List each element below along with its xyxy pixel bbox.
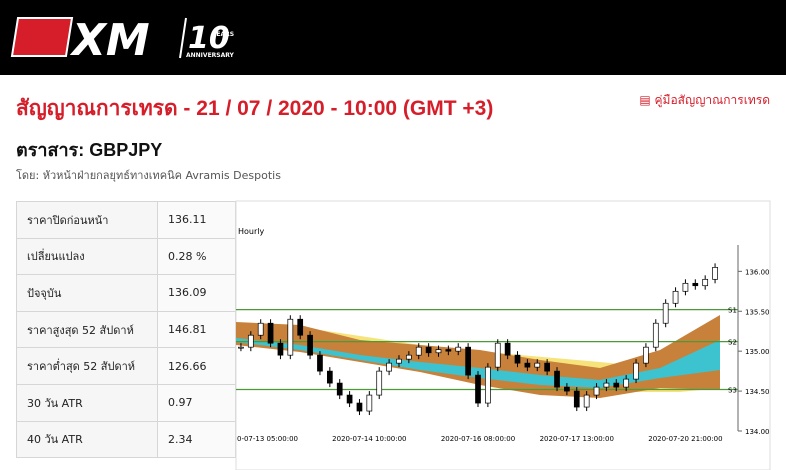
candle-body bbox=[623, 378, 630, 388]
candle-body bbox=[564, 386, 570, 392]
candle-body bbox=[425, 346, 432, 354]
header-bar bbox=[0, 0, 786, 75]
table-row: ราคาสูงสุด 52 สัปดาห์ 146.81 bbox=[16, 310, 236, 349]
candle-body bbox=[326, 370, 333, 384]
y-tick-label: 134.00 bbox=[745, 428, 770, 436]
author: โดย: หัวหน้าฝ่ายกลยุทธ์ทางเทคนิค Avramis… bbox=[16, 169, 281, 182]
table-row: 30 วัน ATR 0.97 bbox=[16, 383, 236, 422]
x-tick-label: 2020-07-20 21:00:00 bbox=[648, 435, 722, 443]
y-tick-label: 136.00 bbox=[745, 268, 770, 276]
candle-body bbox=[238, 346, 244, 349]
page-title: สัญญาณการเทรด - 21 / 07 / 2020 - 10:00 (… bbox=[16, 97, 494, 120]
candle-body bbox=[524, 362, 531, 368]
x-tick-label: 2020-07-14 10:00:00 bbox=[332, 435, 406, 443]
y-tick-label: 134.50 bbox=[745, 388, 770, 396]
candle-body bbox=[672, 290, 679, 304]
candle-body bbox=[366, 394, 373, 412]
candle-body bbox=[475, 374, 481, 404]
logo-icon bbox=[10, 17, 74, 57]
level-label: S1 bbox=[728, 307, 737, 315]
candle-body bbox=[573, 390, 580, 408]
guide-link[interactable]: ▤ คู่มือสัญญาณการเทรด bbox=[639, 93, 771, 107]
band-brown bbox=[236, 315, 720, 398]
candle-body bbox=[297, 318, 304, 336]
stats-table: ราคาปิดก่อนหน้า 136.11 เปลี่ยนแปลง 0.28 % ปั… bbox=[16, 201, 236, 459]
candle-body bbox=[534, 362, 541, 368]
candle-body bbox=[593, 386, 600, 396]
candle-body bbox=[643, 346, 649, 364]
candle-body bbox=[257, 322, 264, 336]
candle-body bbox=[267, 322, 274, 344]
candle-body bbox=[554, 370, 560, 388]
x-tick-label: 0-07-13 05:00:00 bbox=[237, 435, 298, 443]
anniversary-text: ANNIVERSARY bbox=[186, 52, 235, 59]
table-row: 40 วัน ATR 2.34 bbox=[16, 420, 236, 459]
candle-body bbox=[247, 334, 254, 348]
stat-label: ปัจจุบัน bbox=[16, 274, 158, 312]
candle-body bbox=[465, 346, 471, 376]
stat-label: 30 วัน ATR bbox=[16, 383, 158, 422]
candle-body bbox=[682, 282, 689, 292]
level-label: S3 bbox=[728, 386, 737, 394]
candle-body bbox=[583, 394, 590, 408]
stat-label: ราคาต่ำสุด 52 สัปดาห์ bbox=[16, 347, 158, 385]
guide-link-text[interactable]: คู่มือสัญญาณการเทรด bbox=[654, 93, 771, 107]
stat-value: 2.34 bbox=[157, 420, 236, 459]
candle-body bbox=[504, 342, 511, 356]
chart-title: Hourly bbox=[238, 227, 264, 236]
candle-body bbox=[317, 354, 323, 372]
candle-body bbox=[603, 382, 610, 388]
candle-body bbox=[336, 382, 343, 396]
candle-body bbox=[652, 322, 659, 348]
stat-value: 0.97 bbox=[157, 383, 236, 422]
anniversary-number: 10 bbox=[188, 21, 230, 56]
candle-body bbox=[406, 354, 412, 360]
candle-body bbox=[445, 349, 452, 352]
table-row: เปลี่ยนแปลง 0.28 % bbox=[16, 237, 236, 276]
candle-body bbox=[346, 394, 353, 404]
candle-body bbox=[485, 366, 491, 404]
stat-label: ราคาสูงสุด 52 สัปดาห์ bbox=[16, 310, 158, 349]
y-tick-label: 135.50 bbox=[745, 308, 770, 316]
x-tick-label: 2020-07-17 13:00:00 bbox=[540, 435, 614, 443]
stat-value: 136.09 bbox=[157, 274, 236, 312]
candle-body bbox=[396, 358, 402, 364]
anniversary-years: YEARS bbox=[211, 31, 234, 38]
candle-body bbox=[415, 346, 422, 356]
candle-body bbox=[455, 346, 462, 352]
candle-body bbox=[702, 278, 709, 287]
candle-body bbox=[692, 282, 699, 287]
x-tick-label: 2020-07-16 08:00:00 bbox=[441, 435, 515, 443]
instrument: ตราสาร: GBPJPY bbox=[16, 140, 163, 160]
candle-body bbox=[662, 302, 669, 324]
logo: XM bbox=[69, 15, 150, 66]
candle-body bbox=[712, 267, 718, 280]
candle-body bbox=[307, 334, 313, 356]
candle-body bbox=[277, 342, 284, 356]
candle-body bbox=[613, 382, 620, 388]
table-row: ปัจจุบัน 136.09 bbox=[16, 274, 236, 312]
candle-body bbox=[435, 349, 442, 354]
logo-divider bbox=[179, 17, 187, 59]
candle-body bbox=[514, 354, 521, 364]
candle-body bbox=[287, 318, 294, 356]
candle-body bbox=[386, 362, 392, 372]
candle-body bbox=[633, 362, 639, 380]
candle-body bbox=[544, 362, 550, 372]
candle-body bbox=[494, 342, 501, 368]
level-label: S2 bbox=[728, 339, 737, 347]
y-tick-label: 135.00 bbox=[745, 348, 770, 356]
stat-label: เปลี่ยนแปลง bbox=[16, 237, 158, 276]
candle-body bbox=[376, 370, 383, 396]
candle-body bbox=[356, 402, 363, 412]
stat-label: 40 วัน ATR bbox=[16, 420, 158, 459]
